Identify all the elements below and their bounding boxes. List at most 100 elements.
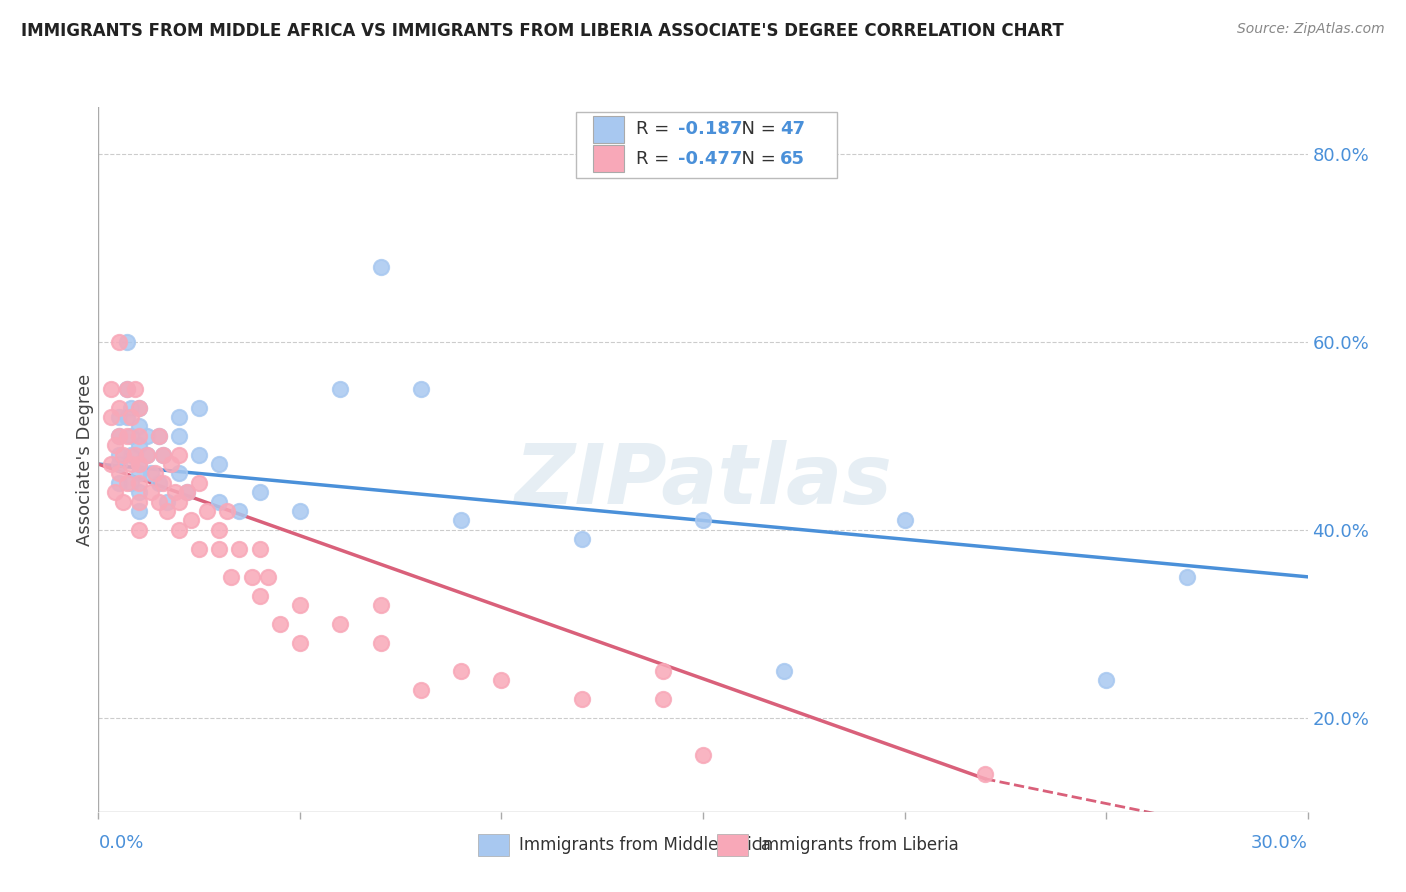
Point [974, 767, 997, 781]
Point [571, 692, 593, 706]
Point [208, 523, 231, 537]
Text: Immigrants from Liberia: Immigrants from Liberia [758, 836, 959, 855]
Point [103, 438, 125, 452]
Point [115, 429, 138, 443]
Point [329, 616, 352, 631]
Text: N =: N = [730, 120, 782, 138]
Point [772, 664, 794, 678]
Point [107, 429, 129, 443]
Point [107, 401, 129, 415]
Point [651, 664, 673, 678]
Point [370, 260, 392, 274]
Point [124, 382, 146, 396]
Point [143, 467, 166, 481]
Text: R =: R = [636, 150, 675, 168]
Point [111, 494, 134, 508]
Point [188, 541, 211, 556]
Point [115, 382, 138, 396]
Point [180, 513, 202, 527]
Point [107, 475, 129, 490]
Point [152, 448, 174, 462]
Point [370, 635, 392, 649]
Text: ZIPatlas: ZIPatlas [515, 440, 891, 521]
Point [128, 485, 150, 500]
Point [120, 475, 142, 490]
Text: IMMIGRANTS FROM MIDDLE AFRICA VS IMMIGRANTS FROM LIBERIA ASSOCIATE'S DEGREE CORR: IMMIGRANTS FROM MIDDLE AFRICA VS IMMIGRA… [21, 22, 1064, 40]
Point [128, 457, 150, 471]
Point [167, 410, 190, 425]
Point [269, 616, 291, 631]
Point [152, 475, 174, 490]
Point [128, 419, 150, 434]
Point [409, 382, 432, 396]
Text: Source: ZipAtlas.com: Source: ZipAtlas.com [1237, 22, 1385, 37]
Point [128, 429, 150, 443]
Point [893, 513, 915, 527]
Point [651, 692, 673, 706]
Text: R =: R = [636, 120, 675, 138]
Point [167, 494, 190, 508]
Point [152, 448, 174, 462]
Point [100, 457, 122, 471]
Point [156, 494, 179, 508]
Point [188, 401, 211, 415]
Point [139, 467, 162, 481]
Point [120, 410, 142, 425]
Point [107, 467, 129, 481]
Point [167, 429, 190, 443]
Point [692, 748, 714, 763]
Point [1175, 570, 1198, 584]
Point [692, 513, 714, 527]
Point [329, 382, 352, 396]
Point [107, 334, 129, 349]
Text: 0.0%: 0.0% [98, 834, 143, 852]
Point [107, 457, 129, 471]
Point [167, 523, 190, 537]
Point [128, 504, 150, 518]
Point [188, 475, 211, 490]
Point [107, 429, 129, 443]
Point [124, 448, 146, 462]
Point [208, 494, 231, 508]
Point [288, 598, 311, 612]
Text: -0.477: -0.477 [678, 150, 742, 168]
Point [120, 457, 142, 471]
Text: 65: 65 [780, 150, 806, 168]
Point [249, 541, 271, 556]
Point [156, 504, 179, 518]
Point [135, 448, 157, 462]
Point [111, 448, 134, 462]
Point [115, 382, 138, 396]
Point [288, 504, 311, 518]
Point [188, 448, 211, 462]
Point [128, 401, 150, 415]
Point [240, 570, 263, 584]
Point [288, 635, 311, 649]
Text: N =: N = [730, 150, 782, 168]
Point [249, 485, 271, 500]
Point [221, 570, 243, 584]
Point [450, 513, 472, 527]
Text: -0.187: -0.187 [678, 120, 742, 138]
Point [107, 448, 129, 462]
Point [100, 410, 122, 425]
Point [208, 457, 231, 471]
Point [256, 570, 278, 584]
Point [208, 541, 231, 556]
Point [115, 475, 138, 490]
Point [195, 504, 218, 518]
Point [217, 504, 239, 518]
Point [103, 485, 125, 500]
Point [128, 457, 150, 471]
Point [370, 598, 392, 612]
Point [148, 429, 170, 443]
Point [135, 448, 157, 462]
Point [148, 494, 170, 508]
Point [571, 533, 593, 547]
Point [167, 448, 190, 462]
Point [120, 401, 142, 415]
Point [128, 467, 150, 481]
Point [176, 485, 198, 500]
Point [163, 485, 186, 500]
Point [135, 429, 157, 443]
